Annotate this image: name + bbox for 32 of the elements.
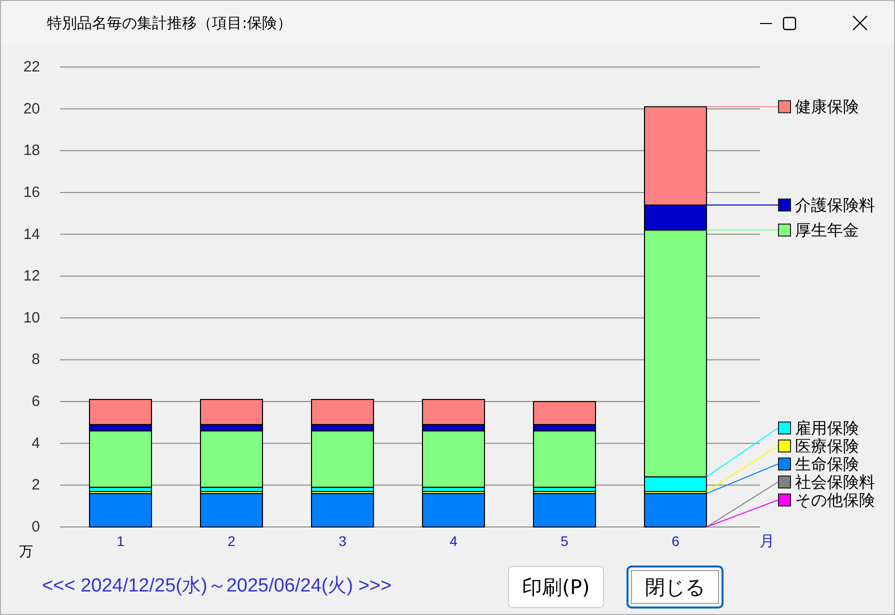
- legend-label: 健康保険: [795, 97, 859, 116]
- legend-label: 医療保険: [795, 436, 859, 456]
- legend-label: 雇用保険: [795, 418, 859, 438]
- y-tick-label: 6: [32, 393, 40, 410]
- text: <<< 2024/12/25(水)～2025/06/24(火) >>>: [42, 576, 392, 596]
- y-tick-label: 2: [32, 476, 40, 494]
- y-tick-label: 18: [23, 142, 40, 160]
- x-tick-label: 5: [560, 533, 569, 549]
- y-axis-title: 万: [19, 544, 33, 560]
- x-tick-label: 6: [672, 533, 680, 549]
- y-tick-label: 20: [23, 100, 40, 118]
- y-tick-label: 10: [23, 309, 40, 326]
- legend-label: その他保険: [795, 490, 875, 510]
- button: 閉じる: [626, 566, 724, 608]
- x-tick-label: 2: [228, 533, 236, 549]
- legend-label: 生命保険: [795, 454, 859, 474]
- y-tick-label: 16: [23, 184, 40, 201]
- legend-label: 介護保険料: [795, 196, 875, 214]
- title: 特別品名毎の集計推移（項目:保険）: [47, 14, 292, 32]
- y-tick-label: 12: [23, 268, 40, 285]
- y-tick-label: 22: [23, 58, 40, 76]
- legend-label: 厚生年金: [795, 220, 859, 240]
- y-tick-label: 0: [32, 518, 40, 536]
- y-tick-label: 4: [32, 434, 40, 452]
- button: 印刷(P): [508, 566, 604, 608]
- x-tick-label: 4: [450, 533, 458, 549]
- x-axis-title: 月: [760, 532, 774, 550]
- x-tick-label: 3: [338, 533, 347, 549]
- x-tick-label: 1: [116, 533, 125, 549]
- y-tick-label: 8: [32, 351, 40, 368]
- legend-label: 社会保険料: [795, 472, 875, 492]
- y-tick-label: 14: [23, 226, 40, 243]
